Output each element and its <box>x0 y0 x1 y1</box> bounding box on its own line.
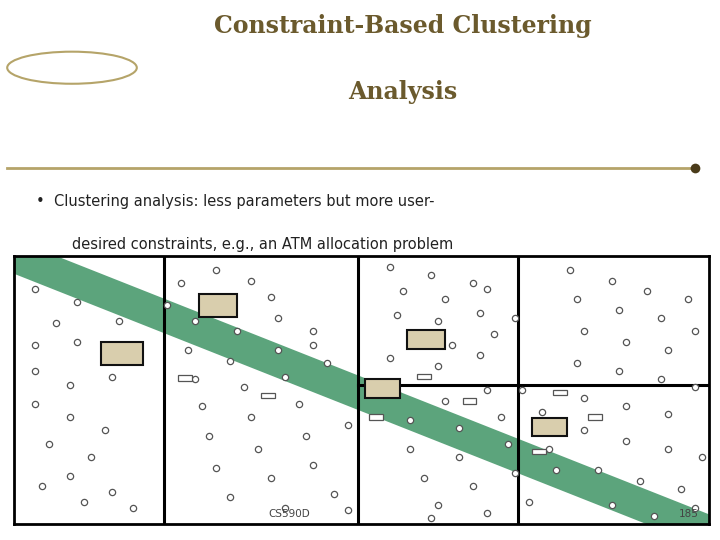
Bar <box>102 342 143 364</box>
Text: Constraint-Based Clustering: Constraint-Based Clustering <box>215 14 592 38</box>
Text: •  Clustering analysis: less parameters but more user-: • Clustering analysis: less parameters b… <box>36 194 434 209</box>
Bar <box>199 294 237 316</box>
Bar <box>553 390 567 395</box>
Bar <box>532 449 546 454</box>
Polygon shape <box>0 243 720 540</box>
Bar <box>407 330 445 349</box>
Bar <box>588 414 601 420</box>
Text: Analysis: Analysis <box>348 80 458 104</box>
Text: desired constraints, e.g., an ATM allocation problem: desired constraints, e.g., an ATM alloca… <box>72 237 454 252</box>
Bar <box>261 393 275 398</box>
Bar <box>462 398 477 403</box>
Bar <box>178 375 192 381</box>
Bar <box>115 352 129 357</box>
Bar <box>532 418 567 436</box>
Text: CS590D: CS590D <box>268 509 310 519</box>
Bar <box>369 414 382 420</box>
Bar <box>418 374 431 380</box>
Text: 185: 185 <box>679 509 699 519</box>
Bar <box>365 380 400 398</box>
